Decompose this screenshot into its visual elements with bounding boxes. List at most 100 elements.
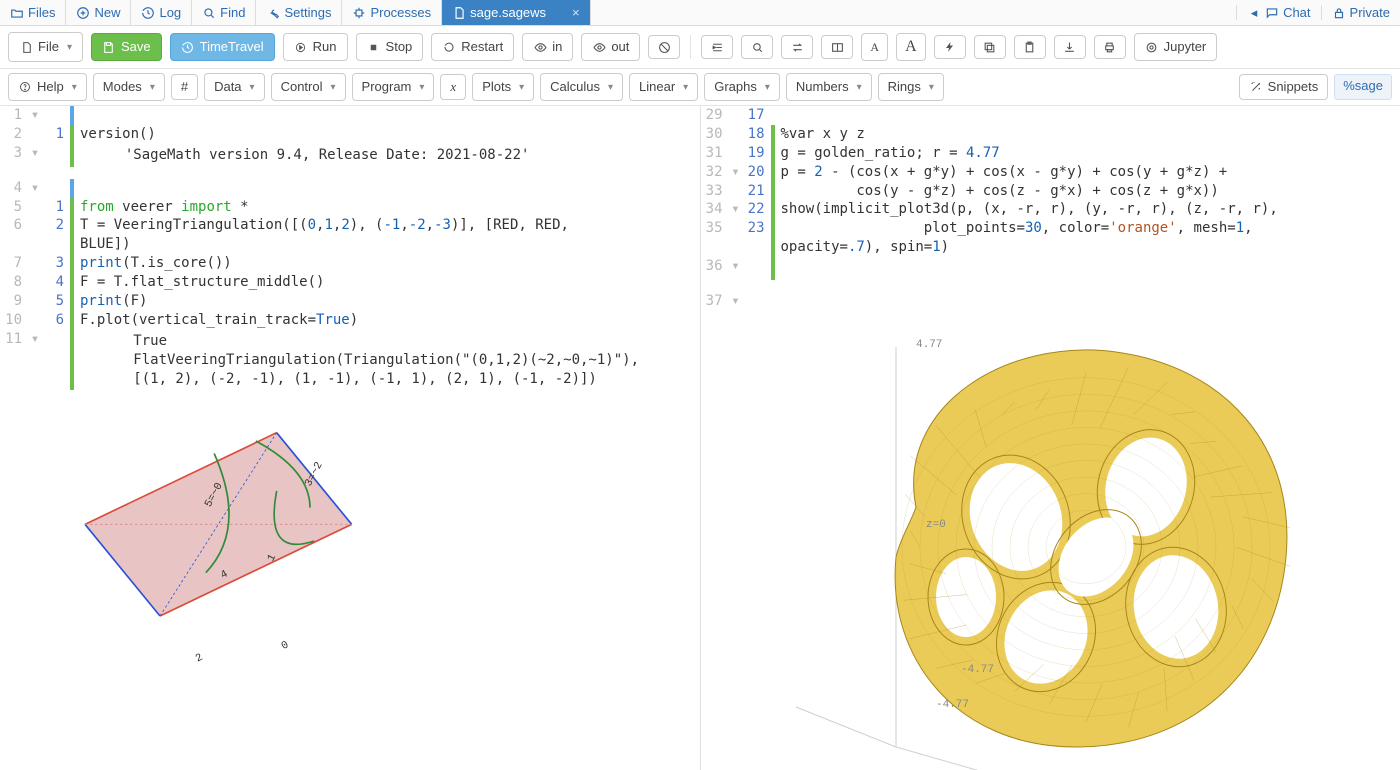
code-row[interactable]: 3▾ 'SageMath version 9.4, Release Date: … [0,144,700,167]
clear-button[interactable] [648,35,680,59]
indent-icon [710,40,724,54]
plots-menu[interactable]: Plots [472,73,534,101]
x-button[interactable]: x [440,74,466,100]
code-text[interactable]: g = golden_ratio; r = 4.77 [781,144,1400,163]
gutter-cell-line: 6 [42,311,70,330]
tab-label: Settings [284,5,331,20]
fold-marker[interactable]: ▾ [729,257,743,276]
in-button[interactable]: in [522,33,573,61]
calculus-menu[interactable]: Calculus [540,73,623,101]
program-menu[interactable]: Program [352,73,435,101]
code-row[interactable]: 37▾ [701,292,1400,311]
hash-button[interactable]: # [171,74,198,100]
gutter-cell-line: 3 [42,254,70,273]
code-row[interactable]: 51from veerer import * [0,198,700,217]
close-icon[interactable]: × [572,5,580,20]
code-text[interactable]: version() [80,125,700,144]
code-text[interactable]: show(implicit_plot3d(p, (x, -r, r), (y, … [781,200,1400,219]
stop-button[interactable]: Stop [356,33,424,61]
tab-find[interactable]: Find [192,0,256,25]
tab-new[interactable]: New [66,0,131,25]
restart-button[interactable]: Restart [431,33,514,61]
bolt-button[interactable] [934,35,966,59]
mode-indicator[interactable]: %sage [1334,74,1392,100]
copy-button[interactable] [974,35,1006,59]
cell-bar [771,125,775,144]
linear-menu[interactable]: Linear [629,73,698,101]
code-text[interactable]: from veerer import * [80,198,700,217]
code-text[interactable]: %var x y z [781,125,1400,144]
code-text[interactable]: F = T.flat_structure_middle() [80,273,700,292]
code-row[interactable]: 11▾ True FlatVeeringTriangulation(Triang… [0,330,700,391]
cell-bar [70,330,74,391]
tab-active-file[interactable]: sage.sagews × [442,0,590,25]
code-row[interactable]: 3018%var x y z [701,125,1400,144]
paste-button[interactable] [1014,35,1046,59]
tab-chat[interactable]: ◂ Chat [1236,5,1320,20]
code-text[interactable]: T = VeeringTriangulation([(0,1,2), (-1,-… [80,216,700,254]
code-row[interactable]: 21version() [0,125,700,144]
split-button[interactable] [821,35,853,59]
rings-menu[interactable]: Rings [878,73,944,101]
download-button[interactable] [1054,35,1086,59]
left-pane[interactable]: 1▾21version()3▾ 'SageMath version 9.4, R… [0,106,700,770]
fold-marker[interactable]: ▾ [729,163,743,182]
gutter-line: 11 [0,330,28,349]
tab-files[interactable]: Files [0,0,66,25]
code-row[interactable]: 2917 [701,106,1400,125]
code-row[interactable]: 73print(T.is_core()) [0,254,700,273]
button-label: in [552,38,562,56]
right-pane[interactable]: 29173018%var x y z3119g = golden_ratio; … [700,106,1400,770]
code-row[interactable]: 1▾ [0,106,700,125]
indent-button[interactable] [701,35,733,59]
code-row[interactable]: 95print(F) [0,292,700,311]
fold-marker[interactable]: ▾ [28,330,42,349]
code-row[interactable]: 3119g = golden_ratio; r = 4.77 [701,144,1400,163]
replace-button[interactable] [781,35,813,59]
numbers-menu[interactable]: Numbers [786,73,872,101]
tab-settings[interactable]: Settings [256,0,342,25]
code-row[interactable]: 3523 plot_points=30, color='orange', mes… [701,219,1400,257]
print-button[interactable] [1094,35,1126,59]
code-row[interactable]: 3321 cos(y - g*z) + cos(z - g*x) + cos(z… [701,182,1400,201]
code-row[interactable]: 62T = VeeringTriangulation([(0,1,2), (-1… [0,216,700,254]
code-text[interactable]: cos(y - g*z) + cos(z - g*x) + cos(z + g*… [781,182,1400,201]
save-button[interactable]: Save [91,33,162,61]
fold-marker[interactable]: ▾ [729,200,743,219]
code-text[interactable]: p = 2 - (cos(x + g*y) + cos(x - g*y) + c… [781,163,1400,182]
code-text[interactable]: F.plot(vertical_train_track=True) [80,311,700,330]
code-text[interactable]: print(T.is_core()) [80,254,700,273]
lock-icon [1332,6,1346,20]
help-menu[interactable]: Help [8,73,87,101]
file-menu-button[interactable]: File [8,32,83,62]
caret-down-icon [69,77,77,97]
code-row[interactable]: 84F = T.flat_structure_middle() [0,273,700,292]
data-menu[interactable]: Data [204,73,265,101]
out-button[interactable]: out [581,33,640,61]
code-text[interactable]: plot_points=30, color='orange', mesh=1, … [781,219,1400,257]
font-increase-button[interactable]: A [896,33,926,61]
run-button[interactable]: Run [283,33,348,61]
tab-log[interactable]: Log [131,0,192,25]
font-decrease-button[interactable]: A [861,33,888,61]
fold-marker[interactable]: ▾ [729,292,743,311]
control-menu[interactable]: Control [271,73,346,101]
fold-marker[interactable]: ▾ [28,106,42,125]
modes-menu[interactable]: Modes [93,73,165,101]
code-row[interactable]: 36▾ [701,257,1400,280]
caret-down-icon [247,77,255,97]
fold-marker[interactable]: ▾ [28,179,42,198]
fold-marker[interactable]: ▾ [28,144,42,163]
timetravel-button[interactable]: TimeTravel [170,33,275,61]
search-button[interactable] [741,35,773,59]
graphs-menu[interactable]: Graphs [704,73,780,101]
code-row[interactable]: 106F.plot(vertical_train_track=True) [0,311,700,330]
tab-private[interactable]: Private [1321,5,1400,20]
code-row[interactable]: 32▾20p = 2 - (cos(x + g*y) + cos(x - g*y… [701,163,1400,182]
snippets-button[interactable]: Snippets [1239,74,1329,100]
tab-processes[interactable]: Processes [342,0,442,25]
code-text[interactable]: print(F) [80,292,700,311]
code-row[interactable]: 34▾22show(implicit_plot3d(p, (x, -r, r),… [701,200,1400,219]
jupyter-button[interactable]: Jupyter [1134,33,1218,61]
code-row[interactable]: 4▾ [0,179,700,198]
